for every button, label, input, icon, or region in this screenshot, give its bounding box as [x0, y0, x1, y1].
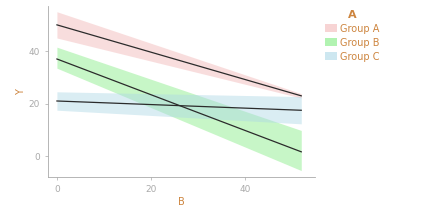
Y-axis label: Y: Y — [16, 89, 26, 95]
X-axis label: B: B — [178, 197, 185, 206]
Legend: Group A, Group B, Group C: Group A, Group B, Group C — [323, 8, 382, 64]
